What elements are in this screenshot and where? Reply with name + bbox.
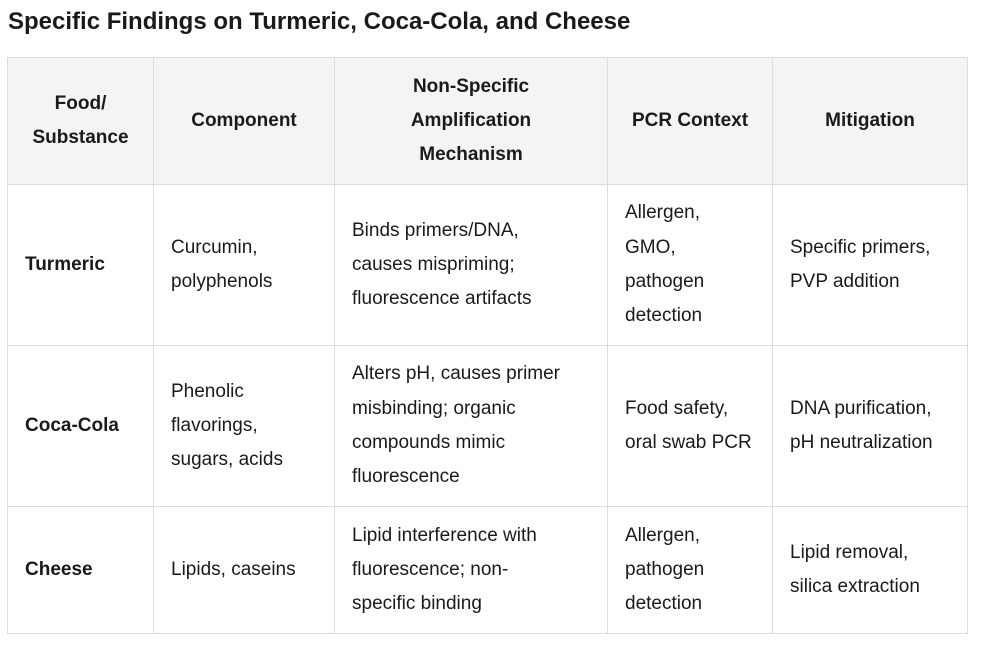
- table-header-row: Food/ Substance Component Non-Specific A…: [7, 57, 968, 185]
- column-header-component: Component: [153, 57, 335, 185]
- header-line: Mechanism: [419, 144, 523, 166]
- cell-line: causes mispriming;: [352, 253, 515, 275]
- cell-component: Phenolic flavorings, sugars, acids: [153, 345, 335, 507]
- cell-line: Lipid interference with: [352, 524, 537, 546]
- cell-food: Cheese: [7, 506, 154, 634]
- cell-line: Specific primers,: [790, 236, 931, 258]
- cell-food: Turmeric: [7, 184, 154, 346]
- table-row: Turmeric Curcumin, polyphenols Binds primer…: [7, 184, 968, 346]
- cell-line: pathogen: [625, 558, 705, 580]
- cell-line: fluorescence; non-: [352, 558, 509, 580]
- table-row: Cheese Lipids, caseins Lipid interference …: [7, 506, 968, 634]
- cell-line: pathogen: [625, 271, 705, 292]
- cell-line: Lipid removal,: [790, 541, 909, 563]
- column-header-pcr-context: PCR Context: [607, 57, 773, 185]
- cell-line: Lipids, caseins: [171, 558, 296, 580]
- findings-table: Food/ Substance Component Non-Specific A…: [7, 57, 968, 634]
- header-line: PCR Context: [631, 109, 749, 131]
- cell-pcr-context: Food safety, oral swab PCR: [607, 345, 773, 507]
- cell-line: polyphenols: [171, 271, 273, 292]
- header-line: Non-Specific: [412, 75, 530, 97]
- cell-line: fluorescence artifacts: [352, 288, 532, 310]
- column-header-mitigation: Mitigation: [772, 57, 968, 185]
- cell-line: silica extraction: [790, 576, 920, 597]
- cell-line: Binds primers/DNA,: [352, 219, 519, 241]
- cell-mitigation: Lipid removal, silica extraction: [772, 506, 968, 634]
- cell-pcr-context: Allergen, GMO, pathogen detection: [607, 184, 773, 346]
- cell-line: Allergen,: [625, 524, 700, 546]
- header-line: Mitigation: [825, 109, 915, 131]
- cell-line: sugars, acids: [171, 449, 283, 471]
- cell-line: fluorescence: [352, 466, 460, 488]
- cell-line: Allergen,: [625, 202, 700, 224]
- cell-line: pH neutralization: [790, 432, 933, 453]
- cell-line: misbinding; organic: [352, 397, 516, 419]
- column-header-food: Food/ Substance: [7, 57, 154, 185]
- cell-line: detection: [625, 593, 703, 615]
- cell-line: Curcumin,: [171, 236, 258, 258]
- header-line: Food/: [54, 92, 107, 114]
- table-row: Coca-Cola Phenolic flavorings, sugars, acid…: [7, 345, 968, 507]
- cell-line: Phenolic: [171, 380, 244, 402]
- cell-pcr-context: Allergen, pathogen detection: [607, 506, 773, 634]
- cell-line: detection: [625, 305, 703, 327]
- header-line: Amplification: [410, 109, 532, 131]
- cell-mechanism: Alters pH, causes primer misbinding; orga…: [334, 345, 608, 507]
- header-line: Substance: [32, 127, 129, 148]
- cell-food: Coca-Cola: [7, 345, 154, 507]
- cell-line: oral swab PCR: [625, 432, 752, 453]
- cell-line: flavorings,: [171, 414, 258, 436]
- cell-line: Food safety,: [625, 397, 729, 419]
- cell-component: Lipids, caseins: [153, 506, 335, 634]
- cell-line: Turmeric: [25, 253, 105, 275]
- cell-mechanism: Lipid interference with fluorescence; non…: [334, 506, 608, 634]
- cell-line: GMO,: [625, 236, 676, 258]
- cell-line: specific binding: [352, 593, 482, 615]
- cell-line: Alters pH, causes primer: [352, 363, 561, 385]
- header-line: Component: [191, 109, 297, 131]
- cell-line: Cheese: [25, 558, 93, 580]
- section-title: Specific Findings on Turmeric, Coca-Cola…: [8, 8, 631, 35]
- cell-mitigation: Specific primers, PVP addition: [772, 184, 968, 346]
- cell-mechanism: Binds primers/DNA, causes mispriming; fluo…: [334, 184, 608, 346]
- cell-mitigation: DNA purification, pH neutralization: [772, 345, 968, 507]
- cell-line: Coca-Cola: [25, 414, 119, 436]
- cell-component: Curcumin, polyphenols: [153, 184, 335, 346]
- cell-line: DNA purification,: [790, 397, 932, 419]
- cell-line: compounds mimic: [352, 432, 506, 453]
- column-header-mechanism: Non-Specific Amplification Mechanism: [334, 57, 608, 185]
- cell-line: PVP addition: [790, 271, 900, 292]
